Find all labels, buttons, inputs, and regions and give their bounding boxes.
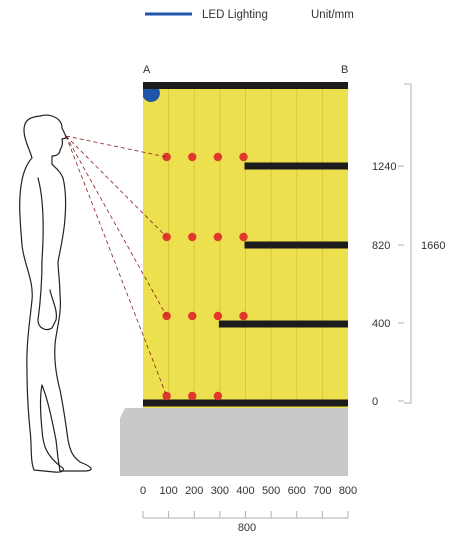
product-dot	[213, 152, 223, 162]
x-tick-label: 700	[313, 485, 331, 497]
product-dot	[213, 232, 223, 242]
product-dot	[188, 152, 197, 162]
person-silhouette-icon	[19, 114, 92, 473]
sight-line	[65, 135, 167, 238]
product-dot	[239, 152, 248, 162]
legend: LED Lighting Unit/mm	[145, 9, 354, 21]
sight-line	[65, 135, 167, 317]
unit-label: Unit/mm	[311, 9, 354, 21]
total-width-label: 800	[238, 522, 256, 534]
sight-lines	[65, 135, 167, 397]
x-tick-label: 300	[211, 485, 229, 497]
shelf-height-label: 400	[372, 318, 390, 330]
shelf-height-label: 820	[372, 240, 390, 252]
legend-led-label: LED Lighting	[202, 9, 268, 21]
top-bar	[143, 82, 348, 89]
x-tick-label: 200	[185, 485, 203, 497]
height-dimension: 1660	[404, 83, 445, 404]
shelf-bar	[218, 320, 348, 328]
led-light-icon	[143, 89, 160, 102]
x-tick-label: 500	[262, 485, 280, 497]
corner-label-a: A	[143, 64, 151, 76]
product-dot	[188, 232, 197, 242]
x-tick-label: 800	[339, 485, 357, 497]
product-dot	[188, 391, 197, 401]
shelf-height-label: 0	[372, 396, 378, 408]
floor-base	[120, 408, 348, 476]
shelves: 1240 820 400 0	[143, 152, 404, 408]
product-dot	[213, 391, 223, 401]
x-tick-label: 0	[140, 485, 146, 497]
product-dot	[162, 152, 171, 162]
total-height-label: 1660	[421, 240, 445, 252]
product-dot	[239, 311, 248, 321]
shelf-bar	[244, 162, 348, 170]
x-tick-label: 600	[288, 485, 306, 497]
sight-line	[65, 135, 167, 397]
product-dot	[239, 232, 248, 242]
product-dot	[162, 391, 171, 401]
shelf-bar	[143, 399, 348, 407]
shelf-bar	[244, 241, 348, 249]
product-dot	[213, 311, 223, 321]
x-axis: 0 100 200 300 400 500 600 700 800	[140, 485, 357, 518]
width-dimension: 800	[143, 517, 348, 534]
corner-label-b: B	[341, 64, 348, 76]
x-tick-label: 400	[236, 485, 254, 497]
shelf-height-label: 1240	[372, 161, 396, 173]
product-dot	[188, 311, 197, 321]
x-tick-label: 100	[159, 485, 177, 497]
sight-line	[65, 135, 167, 158]
